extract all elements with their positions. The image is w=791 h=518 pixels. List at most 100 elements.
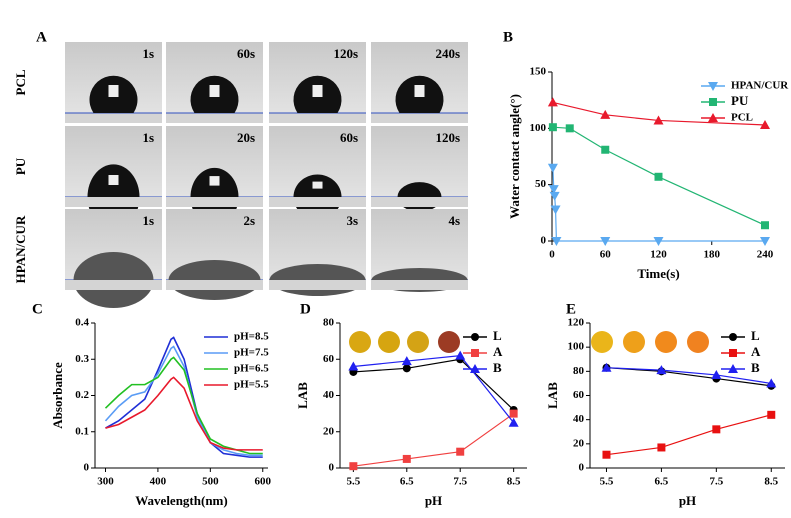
- time-label: 120s: [435, 130, 460, 145]
- legend-label: PU: [731, 93, 749, 108]
- time-label: 20s: [237, 130, 255, 145]
- marker: [547, 97, 558, 107]
- y-axis-label: Absorbance: [50, 362, 65, 429]
- reflection: [108, 85, 119, 97]
- marker: [509, 409, 518, 418]
- x-tick-label: 6.5: [655, 476, 669, 488]
- x-tick-label: 400: [150, 476, 167, 488]
- y-axis-label: LAB: [545, 382, 560, 409]
- marker: [470, 364, 480, 373]
- reflection: [108, 175, 119, 185]
- panel-letter: A: [36, 29, 47, 45]
- swatches-d: [349, 331, 460, 353]
- swatch: [378, 331, 400, 353]
- substrate: [269, 113, 366, 123]
- time-label: 1s: [142, 46, 154, 61]
- substrate: [371, 280, 468, 290]
- x-axis-label: Wavelength(nm): [135, 493, 227, 508]
- y-tick-label: 20: [323, 425, 335, 437]
- legend-label: L: [493, 328, 502, 343]
- marker: [565, 124, 574, 133]
- swatch: [438, 331, 460, 353]
- series-line: [353, 358, 515, 411]
- y-tick-label: 80: [323, 317, 335, 329]
- y-tick-label: 80: [573, 365, 585, 377]
- x-tick-label: 500: [202, 476, 219, 488]
- y-tick-label: 100: [568, 341, 585, 353]
- chart: C 0 0.1 0.2 0.3 0.4 300 400 500 600 Wavelength(nm)…: [32, 301, 272, 508]
- marker: [711, 369, 722, 379]
- panel-letter: C: [32, 301, 43, 317]
- time-label: 2s: [243, 213, 255, 228]
- x-axis-label: pH: [425, 493, 442, 508]
- marker: [728, 364, 738, 373]
- marker: [551, 237, 562, 246]
- x-tick-label: 5.5: [600, 476, 614, 488]
- swatches-e: [591, 331, 709, 353]
- marker: [402, 364, 411, 373]
- series-line: [105, 376, 263, 451]
- marker: [760, 237, 770, 246]
- chart: B 0 50 100 150 0 60 120 180 240 Time(s) Water conta…: [503, 29, 789, 281]
- marker: [708, 113, 718, 122]
- substrate: [65, 280, 162, 290]
- series-line: [353, 413, 514, 467]
- reflection: [209, 176, 220, 186]
- reflection: [312, 85, 323, 97]
- marker: [349, 462, 358, 471]
- substrate: [166, 113, 263, 123]
- marker: [547, 163, 558, 173]
- marker: [656, 365, 667, 375]
- legend-label: pH=5.5: [234, 379, 269, 391]
- series-line: [105, 336, 263, 458]
- marker: [767, 410, 776, 419]
- marker: [548, 123, 557, 132]
- swatch: [407, 331, 429, 353]
- series-line: [353, 354, 515, 424]
- substrate: [166, 197, 263, 207]
- marker: [761, 221, 769, 230]
- marker: [657, 443, 666, 452]
- series-line: [606, 367, 772, 387]
- y-tick-label: 0.1: [75, 425, 89, 437]
- swatch: [687, 331, 709, 353]
- x-axis-label: pH: [679, 493, 696, 508]
- y-tick-label: 50: [535, 178, 547, 190]
- x-axis-label: Time(s): [637, 266, 679, 281]
- series-line: [606, 367, 772, 385]
- time-label: 4s: [448, 213, 460, 228]
- time-label: 1s: [142, 130, 154, 145]
- y-axis-label: Water contact angle(°): [507, 94, 522, 219]
- series-line: [606, 414, 772, 456]
- marker: [471, 333, 479, 341]
- marker: [550, 205, 561, 215]
- x-tick-label: 120: [650, 249, 667, 261]
- time-label: 3s: [346, 213, 358, 228]
- x-tick-label: 7.5: [453, 476, 467, 488]
- legend-label: B: [493, 360, 502, 375]
- legend-label: pH=8.5: [234, 331, 269, 343]
- marker: [712, 425, 721, 434]
- legend-label: B: [751, 360, 760, 375]
- x-tick-label: 60: [600, 249, 612, 261]
- marker: [549, 191, 560, 201]
- legend-label: A: [751, 344, 761, 359]
- y-tick-label: 40: [323, 389, 335, 401]
- marker: [455, 350, 466, 360]
- y-tick-label: 0.2: [75, 389, 89, 401]
- chart: E 0 20 40 60 80 100 120 5.5 6.5 7.5 8.5 pH LAB LAB: [545, 301, 785, 508]
- y-tick-label: 20: [573, 437, 585, 449]
- legend-label: pH=6.5: [234, 363, 269, 375]
- marker: [760, 119, 770, 129]
- panel-letter: E: [566, 301, 576, 317]
- x-tick-label: 300: [97, 476, 114, 488]
- y-tick-label: 60: [323, 353, 335, 365]
- marker: [602, 450, 611, 459]
- row-label: PCL: [13, 69, 28, 95]
- legend-label: PCL: [731, 112, 753, 124]
- time-label: 1s: [142, 213, 154, 228]
- x-tick-label: 8.5: [507, 476, 521, 488]
- x-tick-label: 0: [549, 249, 555, 261]
- marker: [601, 145, 610, 154]
